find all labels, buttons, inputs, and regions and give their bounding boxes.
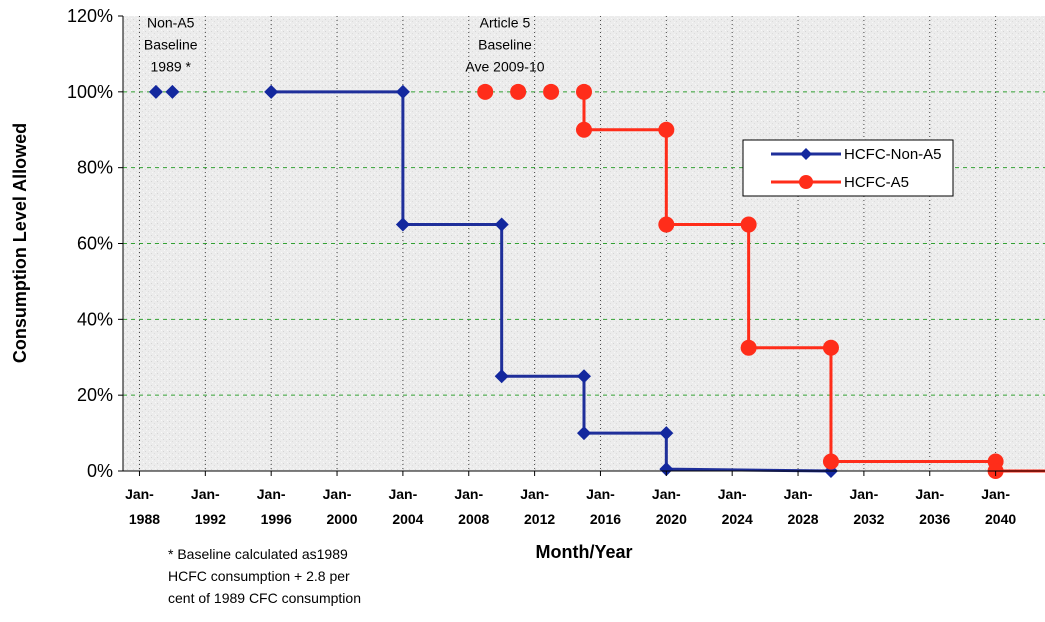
x-tick-label-year: 2028 bbox=[787, 511, 818, 527]
data-point-marker-0-1 bbox=[165, 84, 180, 99]
data-point-marker-1-0 bbox=[477, 83, 494, 100]
x-tick-label-year: 1988 bbox=[129, 511, 160, 527]
x-tick-label-month: Jan- bbox=[388, 486, 417, 502]
data-point-marker-1-4 bbox=[576, 121, 592, 138]
data-point-marker-1-9 bbox=[822, 339, 839, 356]
data-point-marker-1-5 bbox=[658, 121, 675, 138]
footnote-line: HCFC consumption + 2.8 per bbox=[168, 568, 350, 584]
x-tick-label-year: 2036 bbox=[919, 511, 950, 527]
y-axis-title: Consumption Level Allowed bbox=[10, 123, 30, 363]
x-tick-label-month: Jan- bbox=[323, 486, 352, 502]
footnote-line: cent of 1989 CFC consumption bbox=[168, 590, 361, 606]
annotations: Non-A5 Baseline 1989 * Article 5 Baseline Ave… bbox=[144, 14, 545, 74]
y-tick-label: 40% bbox=[77, 309, 113, 329]
data-point-marker-0-2 bbox=[264, 84, 279, 99]
y-tick-label: 80% bbox=[77, 158, 113, 178]
x-tick-label-year: 1992 bbox=[195, 511, 226, 527]
data-point-marker-0-3 bbox=[395, 84, 410, 99]
data-point-marker-1-3 bbox=[576, 83, 592, 100]
x-ticks: Jan- 1988 Jan- 1992 Jan- 1996 Jan- 2000 Jan- 2004… bbox=[125, 471, 1016, 527]
legend-label: HCFC-Non-A5 bbox=[844, 146, 942, 163]
data-point-marker-0-7 bbox=[577, 369, 591, 384]
data-point-marker-1-1 bbox=[510, 83, 527, 100]
x-tick-label-month: Jan- bbox=[454, 486, 483, 502]
legend-marker-0 bbox=[800, 148, 812, 160]
data-point-marker-0-6 bbox=[494, 369, 509, 384]
legend-marker-1 bbox=[799, 175, 813, 189]
footnote: * Baseline calculated as1989 HCFC consump… bbox=[168, 546, 361, 606]
series-line-hcfc-non-a5 bbox=[271, 90, 831, 473]
data-point-marker-0-9 bbox=[659, 426, 674, 441]
y-ticks: 0% 20% 40% 60% 80% 100% 120% bbox=[67, 6, 123, 481]
series-markers bbox=[148, 83, 1004, 479]
legend-box bbox=[742, 139, 954, 197]
y-tick-label: 120% bbox=[67, 6, 113, 26]
data-point-marker-0-8 bbox=[577, 426, 591, 441]
y-tick-label: 20% bbox=[77, 385, 113, 405]
x-tick-label-month: Jan- bbox=[586, 486, 615, 502]
x-tick-label-month: Jan- bbox=[718, 486, 747, 502]
data-point-marker-0-4 bbox=[395, 217, 410, 232]
x-tick-label-month: Jan- bbox=[520, 486, 549, 502]
x-tick-label-year: 2008 bbox=[458, 511, 489, 527]
x-tick-label-month: Jan- bbox=[784, 486, 813, 502]
x-axis-title: Month/Year bbox=[535, 542, 632, 562]
annotation-line: Baseline bbox=[144, 36, 198, 52]
x-tick-label-year: 2004 bbox=[392, 511, 423, 527]
data-point-marker-0-5 bbox=[494, 217, 509, 232]
annotation-line: Ave 2009-10 bbox=[465, 58, 544, 74]
x-tick-label-year: 2020 bbox=[656, 511, 687, 527]
x-tick-label-year: 2040 bbox=[985, 511, 1016, 527]
x-tick-label-year: 2000 bbox=[326, 511, 357, 527]
x-tick-label-month: Jan- bbox=[915, 486, 944, 502]
x-tick-label-year: 2016 bbox=[590, 511, 621, 527]
x-tick-label-month: Jan- bbox=[981, 486, 1010, 502]
annotation-line: 1989 * bbox=[151, 58, 192, 74]
x-tick-label-year: 1996 bbox=[261, 511, 292, 527]
data-point-marker-0-0 bbox=[148, 84, 163, 99]
legend-label: HCFC-A5 bbox=[844, 174, 909, 191]
footnote-line: * Baseline calculated as1989 bbox=[168, 546, 348, 562]
annotation-line: Article 5 bbox=[480, 14, 531, 30]
data-point-marker-1-7 bbox=[740, 216, 757, 233]
x-tick-label-year: 2032 bbox=[853, 511, 884, 527]
y-tick-label: 100% bbox=[67, 82, 113, 102]
x-tick-label-month: Jan- bbox=[652, 486, 681, 502]
data-point-marker-0-10 bbox=[659, 462, 674, 477]
data-point-marker-1-10 bbox=[822, 453, 839, 470]
x-tick-label-month: Jan- bbox=[257, 486, 286, 502]
x-tick-label-month: Jan- bbox=[191, 486, 220, 502]
x-tick-label-month: Jan- bbox=[849, 486, 878, 502]
x-tick-label-month: Jan- bbox=[125, 486, 154, 502]
data-point-marker-1-8 bbox=[740, 339, 757, 356]
annotation-line: Non-A5 bbox=[147, 14, 195, 30]
x-tick-label-year: 2024 bbox=[722, 511, 753, 527]
x-tick-label-year: 2012 bbox=[524, 511, 555, 527]
annotation-line: Baseline bbox=[478, 36, 532, 52]
legend: HCFC-Non-A5 HCFC-A5 bbox=[742, 139, 954, 197]
data-point-marker-1-2 bbox=[543, 83, 560, 100]
y-tick-label: 0% bbox=[87, 461, 113, 481]
y-tick-label: 60% bbox=[77, 234, 113, 254]
data-point-marker-1-6 bbox=[658, 216, 675, 233]
